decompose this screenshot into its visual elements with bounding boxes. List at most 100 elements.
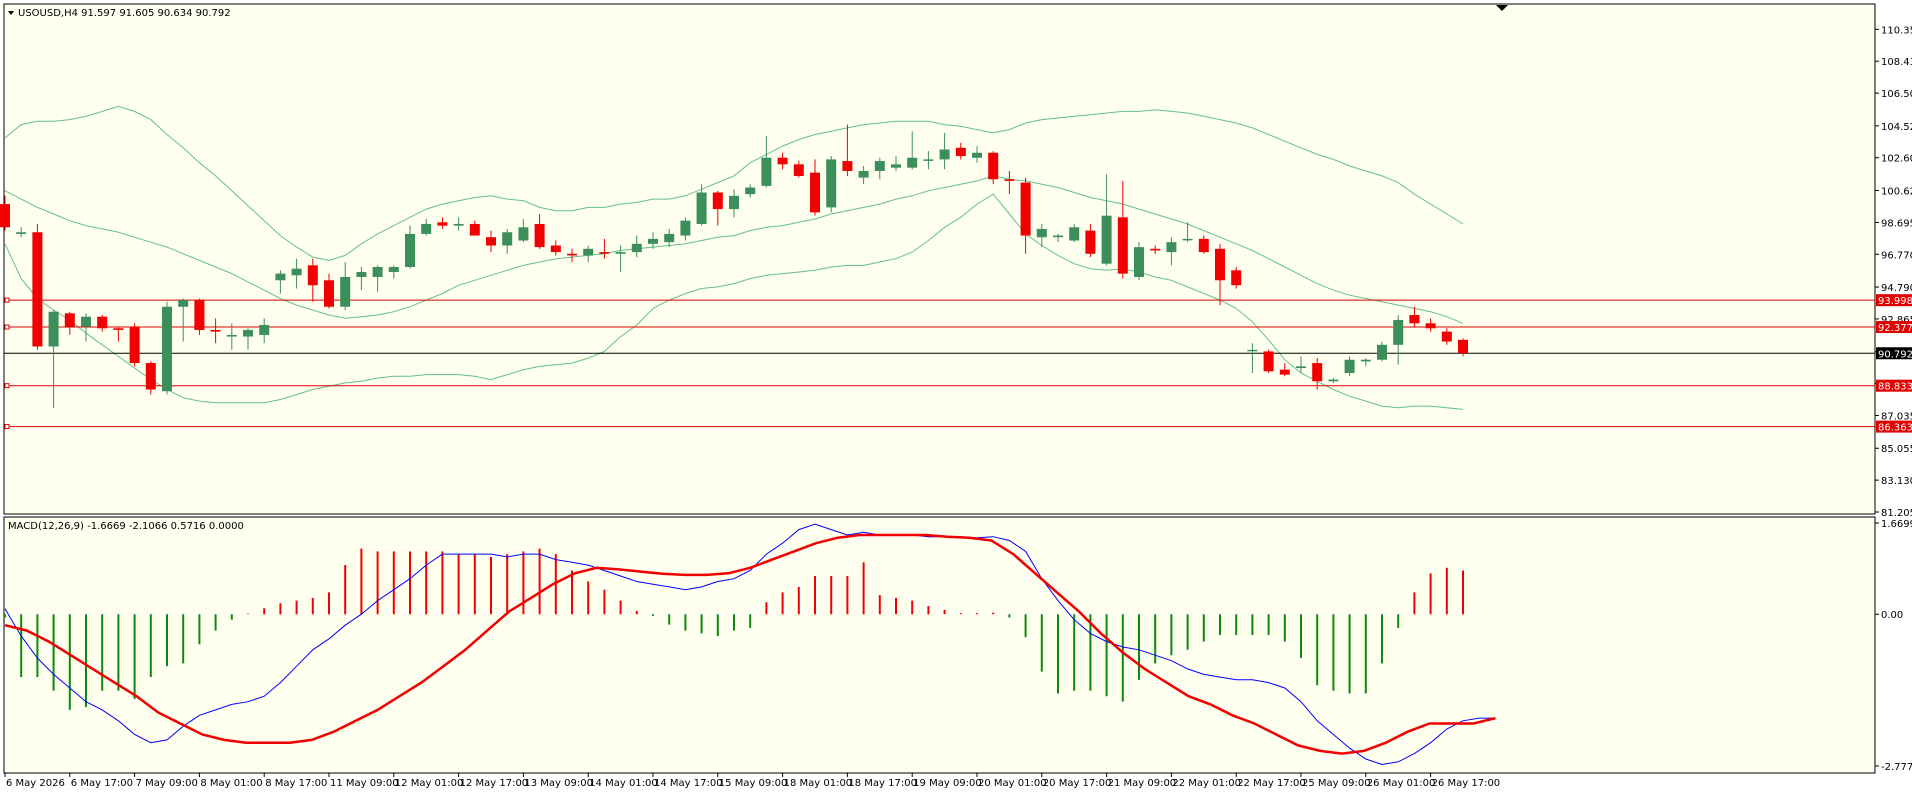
bear-candle [1117,180,1128,279]
time-axis: 6 May 2026 6 May 17:00 7 May 09:00 8 May 01… [4,773,1501,789]
price-tick-label: 87.035 [1881,411,1912,422]
bull-candle [243,328,253,350]
band-middle-line [4,175,1464,324]
bull-candle [1328,377,1339,383]
bull-candle [858,166,869,185]
bull-candle [421,218,432,236]
bull-candle [259,318,270,344]
price-panel-title: USOUSD,H4 91.597 91.605 90.634 90.792 [18,8,231,19]
bear-candle [437,217,448,229]
bull-candle [680,217,691,241]
current-price-tag [1876,347,1912,360]
price-tick-label: 96.770 [1881,250,1912,261]
bull-candle [16,227,27,238]
time-tick-label: 6 May 17:00 [71,778,133,789]
bull-candle [275,270,286,294]
bull-candle [583,245,594,263]
macd-signal-line [4,533,1496,755]
bear-candle [1279,363,1290,377]
bull-candle [648,232,658,249]
time-tick-label: 18 May 01:00 [784,778,853,789]
bear-candle [307,258,318,302]
bear-candle [32,223,43,350]
bull-candle [1134,242,1144,281]
price-tick-label: 85.055 [1881,444,1912,455]
bull-candle [664,228,675,248]
level-price-label: 88.833 [1878,382,1912,393]
time-tick-label: 21 May 09:00 [1108,778,1177,789]
price-tick-label: 110.355 [1881,25,1912,36]
time-tick-label: 14 May 17:00 [654,778,723,789]
price-tags: 93.998 92.377 88.833 86.363 90.792 [1876,294,1912,434]
bear-candle [1231,267,1242,289]
price-tick-label: 81.205 [1881,508,1912,519]
bear-candle [1425,318,1436,332]
bull-candle [1344,356,1355,377]
time-tick-label: 12 May 17:00 [460,778,529,789]
bear-candle [1085,223,1096,258]
level-handle-icon[interactable] [4,424,10,430]
level-handle-icon[interactable] [4,324,10,330]
bull-candle [1036,223,1047,248]
bull-candle [226,323,237,350]
bull-candle [761,136,772,188]
bull-candle [81,313,91,342]
macd-tick-label: 0.00 [1881,610,1903,621]
bull-candle [518,218,529,243]
time-tick-label: 12 May 01:00 [395,778,464,789]
level-price-label: 93.998 [1878,296,1912,307]
bull-candle [745,184,756,198]
bear-candle [194,298,205,335]
bull-candle [631,235,642,258]
bull-candle [340,262,351,311]
bear-candle [469,220,480,236]
price-tick-label: 100.620 [1881,187,1912,198]
horizontal-levels[interactable] [4,297,1875,430]
level-handle-icon[interactable] [4,383,10,389]
bull-candle [388,265,399,279]
bull-candle [1296,356,1306,373]
bear-candle [129,323,140,367]
time-tick-label: 26 May 17:00 [1432,778,1501,789]
time-tick-label: 6 May 2026 [6,778,65,789]
price-panel[interactable] [3,3,1876,515]
macd-panel-title: MACD(12,26,9) -1.6669 -2.1066 0.5716 0.0… [8,521,244,532]
bull-candle [1069,223,1080,243]
bull-candle [372,265,383,292]
bear-candle [810,159,820,216]
bull-candle [1393,315,1404,365]
bear-candle [777,152,788,170]
time-tick-label: 20 May 17:00 [1043,778,1112,789]
level-price-tag [1876,379,1912,392]
bull-candle [291,258,302,289]
bear-candle [64,311,75,335]
time-tick-label: 19 May 09:00 [913,778,982,789]
current-price-label: 90.792 [1878,349,1912,360]
level-price-label: 86.363 [1878,423,1912,434]
macd-panel[interactable] [3,516,1876,774]
time-tick-label: 22 May 17:00 [1237,778,1306,789]
bear-candle [113,326,124,342]
time-tick-label: 11 May 09:00 [330,778,399,789]
price-tick-label: 108.430 [1881,57,1912,68]
price-tick-label: 106.500 [1881,89,1912,100]
bear-candle [145,361,156,395]
bear-candle [1441,328,1452,345]
level-price-label: 92.377 [1878,323,1912,334]
bull-candle [826,156,837,213]
bear-candle [1312,358,1323,390]
scroll-marker-icon[interactable] [1496,5,1508,11]
bull-candle [405,225,415,269]
band-upper-line [4,105,1464,261]
menu-arrow-icon[interactable] [8,11,14,15]
bear-candle [0,195,10,231]
time-tick-label: 25 May 09:00 [1302,778,1371,789]
time-tick-label: 7 May 09:00 [136,778,198,789]
price-tick-label: 83.130 [1881,476,1912,487]
macd-tick-label: 1.6699 [1881,519,1912,530]
bull-candle [1101,174,1112,266]
level-handle-icon[interactable] [4,297,10,303]
price-tick-label: 104.525 [1881,122,1912,133]
macd-lines [4,523,1496,766]
